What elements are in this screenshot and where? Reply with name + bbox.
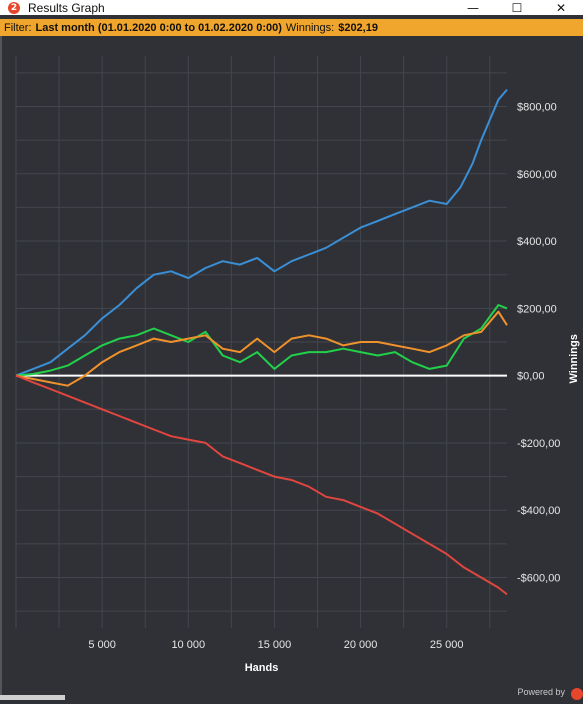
maximize-button[interactable]: ☐ <box>511 0 523 15</box>
filter-label: Filter: <box>4 21 32 34</box>
filter-range: Last month (01.01.2020 0:00 to 01.02.202… <box>35 21 282 34</box>
x-tick-label: 5 000 <box>88 639 116 651</box>
x-tick-label: 15 000 <box>258 639 292 651</box>
title-bar: 2 Results Graph — ☐ ✕ <box>0 0 583 15</box>
x-tick-label: 10 000 <box>171 639 205 651</box>
x-tick-label: 25 000 <box>430 639 464 651</box>
bottom-edge-strip <box>0 695 65 700</box>
series-line <box>15 374 508 596</box>
filter-bar[interactable]: Filter: Last month (01.01.2020 0:00 to 0… <box>0 19 583 36</box>
window-title: Results Graph <box>28 0 105 15</box>
window-controls: — ☐ ✕ <box>451 0 583 15</box>
y-tick-label: $600,00 <box>517 169 557 181</box>
y-tick-label: $200,00 <box>517 303 557 315</box>
y-tick-label: -$200,00 <box>517 438 560 450</box>
y-tick-label: -$400,00 <box>517 505 560 517</box>
brand-logo-icon <box>571 688 583 700</box>
close-button[interactable]: ✕ <box>555 0 567 15</box>
x-axis-label: Hands <box>245 662 279 674</box>
results-graph[interactable]: 5 000 10 000 15 000 20 000 25 000 $800,00 $600… <box>0 36 583 700</box>
x-tick-label: 20 000 <box>344 639 378 651</box>
y-tick-label: $400,00 <box>517 236 557 248</box>
powered-by-text: Powered by <box>517 687 565 697</box>
series-line <box>15 304 508 377</box>
y-tick-label: $0,00 <box>517 371 545 383</box>
series-line <box>15 310 508 387</box>
y-axis-label: Winnings <box>568 334 580 383</box>
series-line <box>15 88 508 377</box>
left-edge-strip <box>0 36 2 700</box>
winnings-label: Winnings: <box>285 21 335 34</box>
y-tick-label: $800,00 <box>517 101 557 113</box>
results-chart-svg[interactable]: 5 000 10 000 15 000 20 000 25 000 $800,00 $600… <box>0 36 583 700</box>
y-tick-label: -$600,00 <box>517 573 560 585</box>
app-logo-icon: 2 <box>8 1 20 14</box>
minimize-button[interactable]: — <box>467 0 479 15</box>
winnings-value: $202,19 <box>338 21 378 34</box>
